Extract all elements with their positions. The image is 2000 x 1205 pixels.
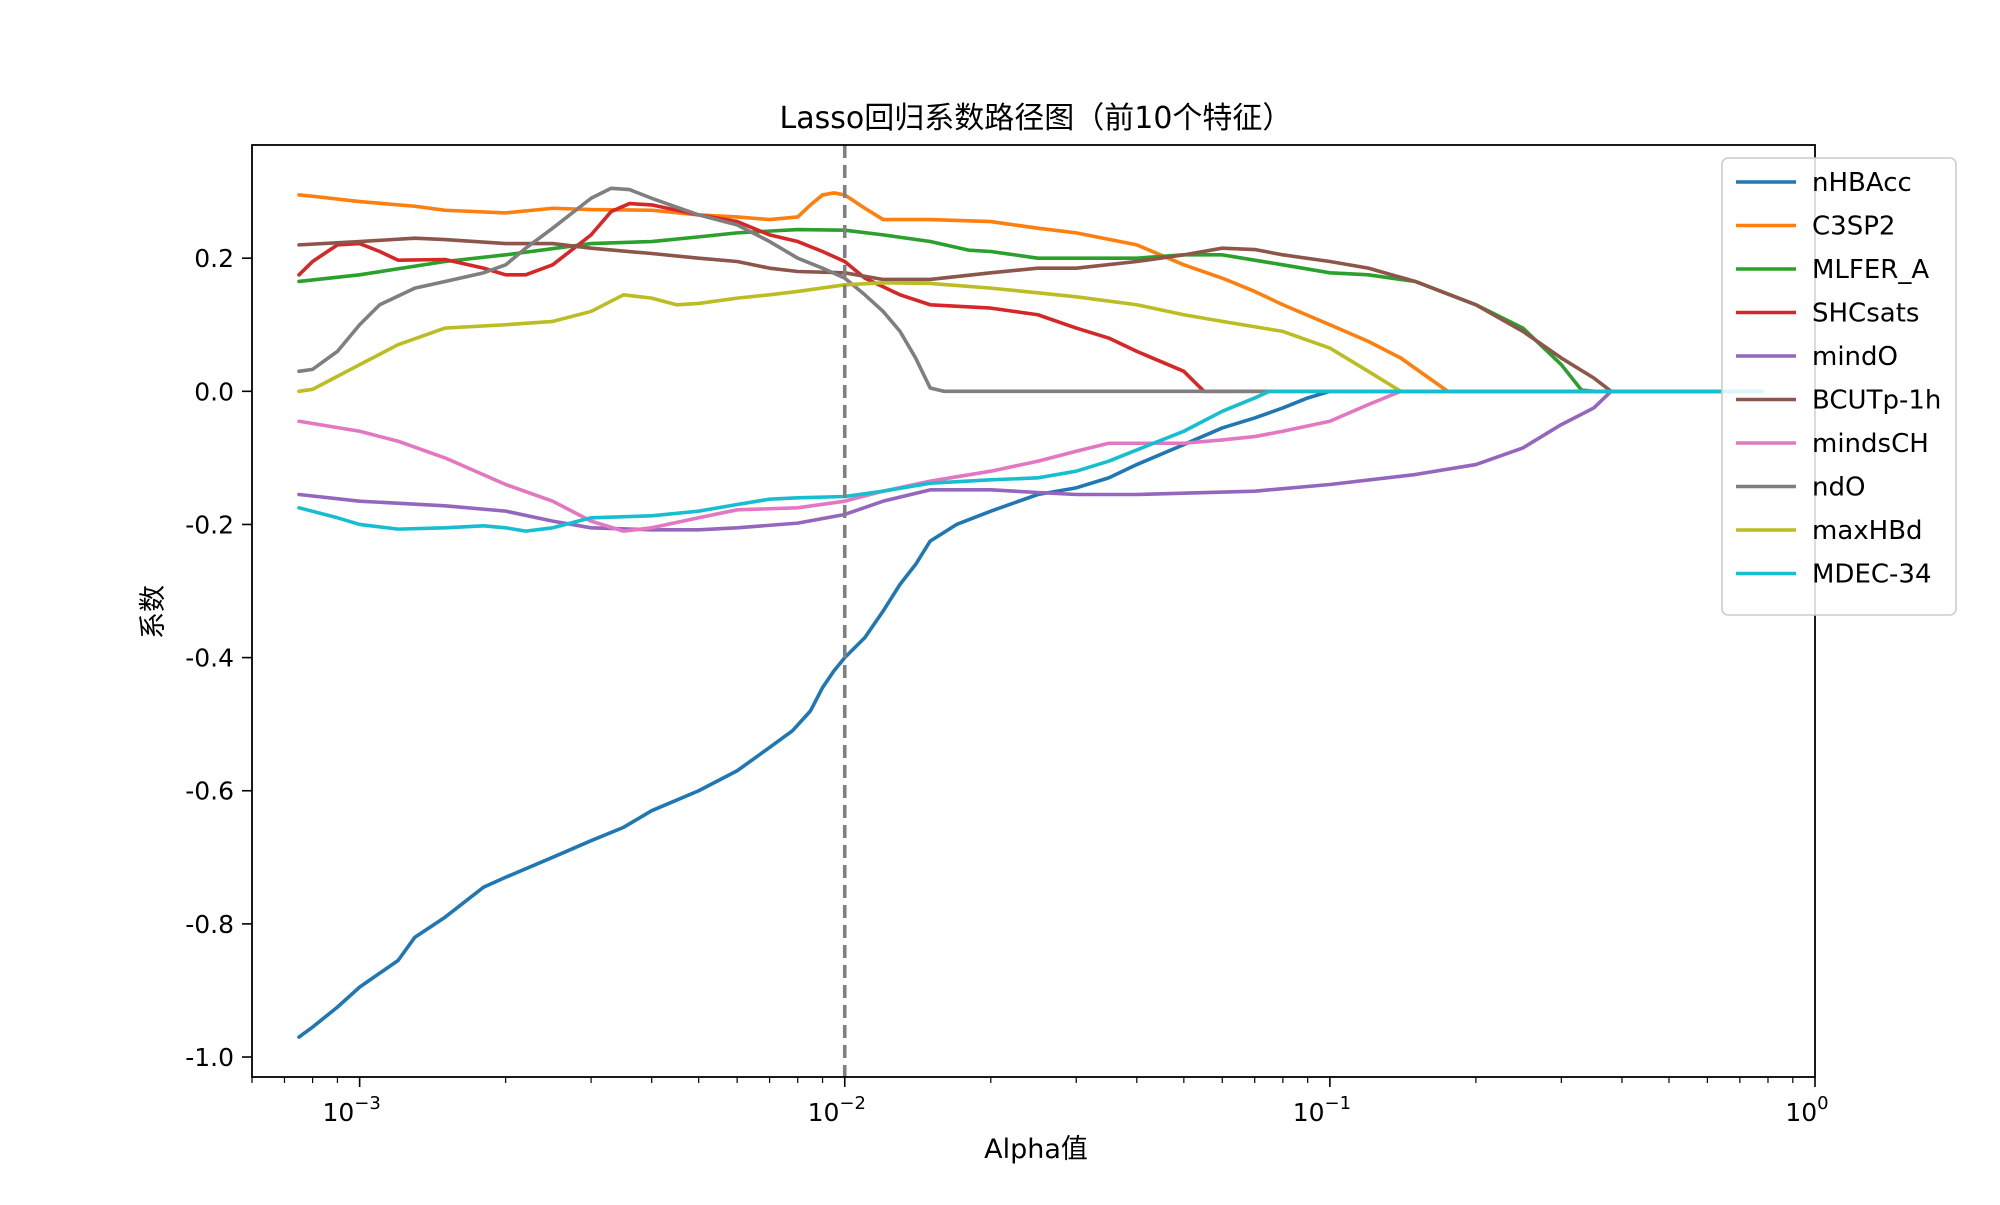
x-tick-base: 10 bbox=[808, 1098, 840, 1127]
x-tick-base: 10 bbox=[1293, 1098, 1325, 1127]
legend-label-SHCsats: SHCsats bbox=[1812, 299, 1919, 329]
y-tick-label: -1.0 bbox=[185, 1043, 234, 1072]
x-axis-title: Alpha值 bbox=[984, 1134, 1088, 1165]
x-tick-exponent: 0 bbox=[1817, 1093, 1828, 1114]
series-line-SHCsats bbox=[297, 201, 1765, 394]
x-tick-label: 100 bbox=[1785, 1093, 1828, 1127]
legend-label-MDEC-34: MDEC-34 bbox=[1812, 560, 1932, 590]
legend-label-mindsCH: mindsCH bbox=[1812, 429, 1929, 459]
legend-label-BCUTp-1h: BCUTp-1h bbox=[1812, 386, 1941, 416]
legend-label-mindO: mindO bbox=[1812, 342, 1898, 372]
legend-label-C3SP2: C3SP2 bbox=[1812, 212, 1895, 242]
x-tick-label: 10−3 bbox=[322, 1093, 380, 1127]
plot-frame bbox=[251, 144, 1816, 1078]
legend-label-nHBAcc: nHBAcc bbox=[1812, 168, 1912, 198]
x-tick-label: 10−2 bbox=[808, 1093, 866, 1127]
x-tick-exponent: −3 bbox=[354, 1093, 381, 1114]
legend: nHBAcc C3SP2 MLFER_A SHCsats mindO BCUTp-1h mi… bbox=[1721, 157, 1957, 616]
chart-title: Lasso回归系数路径图（前10个特征） bbox=[780, 101, 1293, 136]
series-line-maxHBd bbox=[297, 281, 1765, 394]
y-tick-label: 0.2 bbox=[194, 244, 234, 273]
y-tick-label: 0.0 bbox=[194, 377, 234, 406]
x-tick-base: 10 bbox=[322, 1098, 354, 1127]
plot-area bbox=[297, 145, 1765, 1077]
y-tick-label: -0.8 bbox=[185, 910, 234, 939]
y-tick-label: -0.6 bbox=[185, 777, 234, 806]
series-line-mindO bbox=[297, 389, 1765, 532]
x-tick-exponent: −1 bbox=[1325, 1093, 1352, 1114]
legend-box bbox=[1721, 157, 1957, 616]
y-axis-title: 系数 bbox=[138, 585, 169, 639]
legend-label-maxHBd: maxHBd bbox=[1812, 516, 1923, 546]
y-tick-label: -0.2 bbox=[185, 510, 234, 539]
series-line-BCUTp-1h bbox=[297, 236, 1765, 394]
x-tick-label: 10−1 bbox=[1293, 1093, 1351, 1127]
series-line-MDEC-34 bbox=[297, 389, 1765, 533]
x-tick-exponent: −2 bbox=[839, 1093, 866, 1114]
axes: 10−3 10−2 10−1 1000.20.0-0.2-0.4-0.6-0.8-1.… bbox=[185, 144, 1829, 1127]
series-line-mindsCH bbox=[297, 389, 1765, 533]
legend-label-MLFER_A: MLFER_A bbox=[1812, 255, 1929, 285]
series-line-C3SP2 bbox=[297, 191, 1765, 394]
y-tick-label: -0.4 bbox=[185, 644, 234, 673]
legend-label-ndO: ndO bbox=[1812, 473, 1865, 503]
x-tick-base: 10 bbox=[1785, 1098, 1817, 1127]
series-line-ndO bbox=[297, 186, 1765, 394]
